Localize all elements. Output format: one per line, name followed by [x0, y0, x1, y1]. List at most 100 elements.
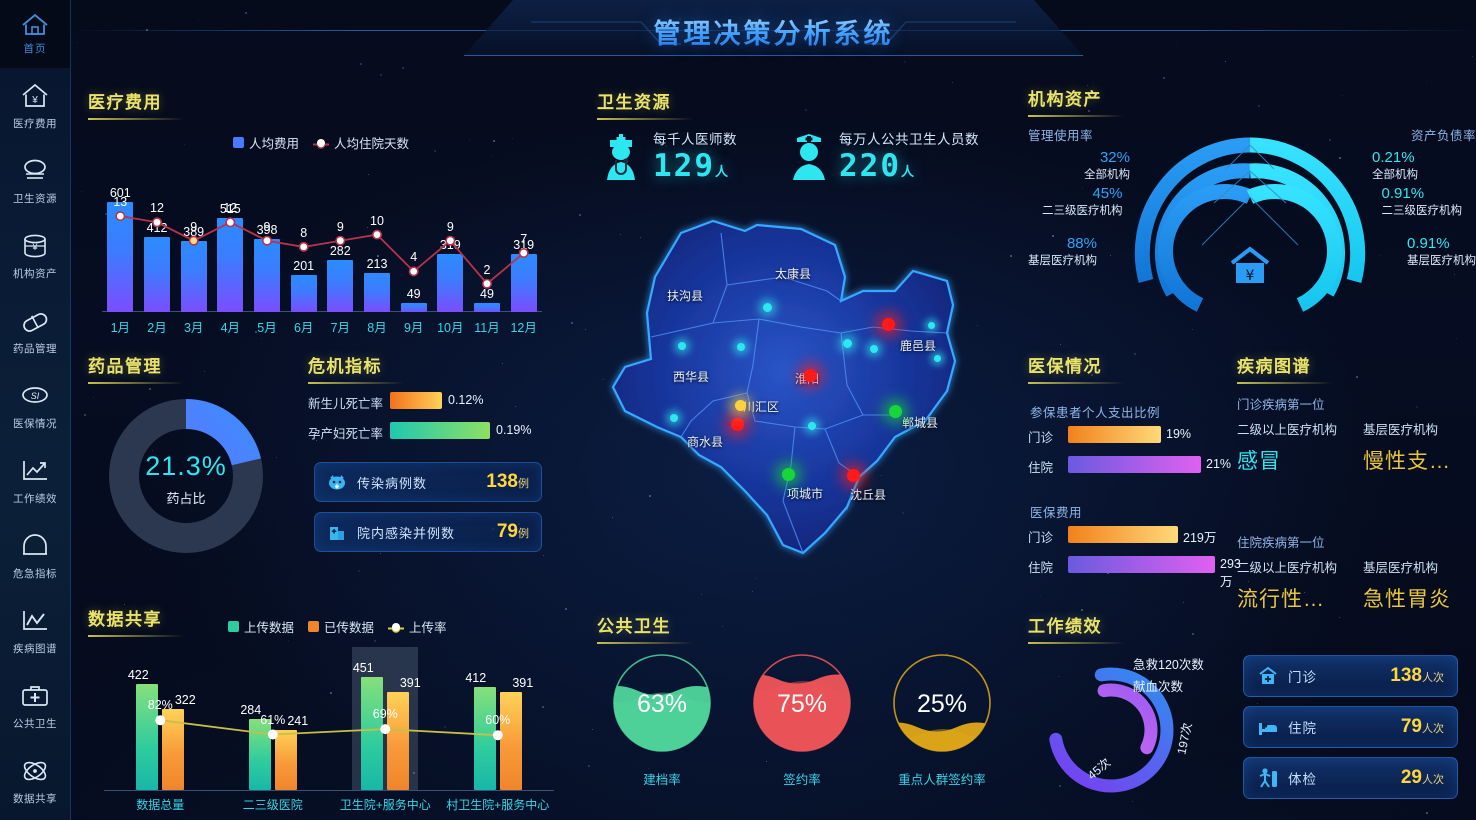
map-region-2[interactable]: 西华县	[673, 368, 709, 385]
title-rule	[88, 382, 184, 384]
legend-item-uploaded: 已传数据	[308, 617, 374, 636]
map-marker-13[interactable]	[934, 355, 941, 362]
map-marker-6[interactable]	[735, 400, 746, 411]
panel-public-health: 公共卫生 63% 建档率	[597, 612, 997, 817]
map-marker-10[interactable]	[843, 339, 852, 348]
map-region-9[interactable]: 沈丘县	[850, 486, 886, 503]
institution-asset-icon: ¥	[19, 231, 51, 261]
sidebar-item-9[interactable]: 数据共享	[0, 743, 70, 818]
map-marker-0[interactable]	[882, 318, 895, 331]
sidebar-item-home[interactable]: 首页	[0, 0, 70, 68]
panel-health-resource: 卫生资源 每千人医师数 129人	[597, 88, 997, 198]
crisis-row-0: 新生儿死亡率 0.12%	[308, 390, 563, 412]
asset-pct: 32%	[1084, 149, 1130, 166]
drug-donut-value: 21.3%	[106, 451, 266, 482]
sidebar-item-8[interactable]: 公共卫生	[0, 668, 70, 743]
panel-performance: 工作绩效 急救120次数 献血次数 197次 45次	[1028, 612, 1238, 817]
bar-row-bar	[1068, 526, 1178, 543]
gauge-caption: 签约率	[747, 769, 857, 788]
line-series	[88, 160, 553, 340]
sidebar-item-label: 数据共享	[13, 791, 57, 806]
map-region-4[interactable]: 鹿邑县	[900, 337, 936, 354]
asset-label: 二三级医疗机构	[1042, 202, 1123, 218]
map-marker-7[interactable]	[763, 303, 772, 312]
insurance-group2-title: 医保费用	[1030, 502, 1082, 521]
sidebar-nav[interactable]: 首页 ¥ 医疗费用 卫生资源 ¥ 机构资产 药品管理 SI 医保情况 工作绩效	[0, 0, 71, 820]
panel-disease: 疾病图谱 门诊疾病第一位 二级以上医疗机构 感冒 基层医疗机构 慢性支… 住院疾…	[1237, 352, 1476, 592]
kpi-pill-label: 体检	[1288, 768, 1317, 788]
dashboard-root: 首页 ¥ 医疗费用 卫生资源 ¥ 机构资产 药品管理 SI 医保情况 工作绩效	[0, 0, 1476, 820]
house-yuan-icon: ¥	[1232, 249, 1268, 284]
map-marker-5[interactable]	[782, 468, 795, 481]
asset-left-item-1: 45% 二三级医疗机构	[1042, 185, 1123, 218]
map-region-6[interactable]: 商水县	[687, 433, 723, 450]
map-marker-9[interactable]	[737, 343, 745, 351]
bar-row-value: 19%	[1166, 427, 1191, 441]
kpi-pill-1[interactable]: 住院 79人次	[1243, 706, 1458, 748]
sidebar-item-label: 药品管理	[13, 341, 57, 356]
kpi-pill-0[interactable]: 门诊 138人次	[1243, 655, 1458, 697]
crisis-box-infectious[interactable]: 传染病例数 138例	[314, 462, 542, 502]
svg-text:SI: SI	[31, 391, 40, 401]
svg-text:63%: 63%	[637, 690, 687, 718]
disease-col-0: 二级以上医疗机构 流行性…	[1237, 557, 1349, 613]
rate-line-series	[88, 641, 578, 816]
sidebar-item-5[interactable]: 工作绩效	[0, 443, 70, 518]
sidebar-item-0[interactable]: ¥ 医疗费用	[0, 68, 70, 143]
sidebar-item-1[interactable]: 卫生资源	[0, 143, 70, 218]
nurse-icon	[787, 130, 831, 182]
kpi-pill-2[interactable]: 体检 29人次	[1243, 757, 1458, 799]
data-share-icon	[19, 756, 51, 786]
map-marker-8[interactable]	[678, 342, 686, 350]
public-health-icon	[19, 681, 51, 711]
crisis-title: 危机指标	[308, 352, 563, 377]
line-value: 9	[436, 220, 464, 234]
legend-label: 人均费用	[249, 133, 299, 152]
region-map[interactable]: 扶沟县太康县西华县淮阳鹿邑县川汇区商水县郸城县项城市沈丘县	[595, 215, 995, 615]
sidebar-item-3[interactable]: 药品管理	[0, 293, 70, 368]
public-health-title: 公共卫生	[597, 612, 997, 637]
asset-pct: 45%	[1042, 185, 1123, 202]
map-marker-15[interactable]	[808, 422, 816, 430]
panel-crisis: 危机指标 新生儿死亡率 0.12% 孕产妇死亡率 0.19% 传染病例数 138…	[308, 352, 563, 567]
crisis-box-value: 79例	[497, 521, 529, 543]
crisis-box-nosocomial[interactable]: 院内感染并例数 79例	[314, 512, 542, 552]
line-value: 9	[180, 220, 208, 234]
performance-title: 工作绩效	[1028, 612, 1238, 637]
sidebar-item-6[interactable]: 危急指标	[0, 518, 70, 593]
medical-cost-title: 医疗费用	[88, 88, 558, 113]
bed-icon	[1257, 716, 1279, 738]
legend-label: 人均住院天数	[334, 133, 409, 152]
map-marker-11[interactable]	[870, 345, 878, 353]
svg-text:¥: ¥	[31, 242, 38, 252]
drug-donut-label: 药占比	[106, 488, 266, 507]
doctor-icon	[597, 130, 645, 182]
map-region-1[interactable]: 太康县	[775, 265, 811, 282]
map-marker-3[interactable]	[847, 469, 860, 482]
map-marker-14[interactable]	[670, 414, 678, 422]
map-region-5[interactable]: 川汇区	[743, 398, 779, 415]
sidebar-item-4[interactable]: SI 医保情况	[0, 368, 70, 443]
sidebar-item-2[interactable]: ¥ 机构资产	[0, 218, 70, 293]
legend-label: 上传率	[409, 617, 447, 636]
page-title: 管理决策分析系统	[654, 12, 894, 51]
crisis-box-label: 院内感染并例数	[357, 523, 455, 542]
legend-item-rate: 上传率	[388, 617, 447, 636]
map-marker-1[interactable]	[804, 369, 817, 382]
insurance-title: 医保情况	[1028, 352, 1238, 377]
disease-heading: 住院疾病第一位	[1237, 532, 1476, 551]
sidebar-item-7[interactable]: 疾病图谱	[0, 593, 70, 668]
disease-sub: 二级以上医疗机构	[1237, 419, 1349, 438]
map-region-0[interactable]: 扶沟县	[667, 287, 703, 304]
sidebar-item-label: 公共卫生	[13, 716, 57, 731]
map-marker-12[interactable]	[928, 322, 935, 329]
disease-value: 急性胃炎	[1363, 583, 1475, 613]
asset-right-item-0: 0.21% 全部机构	[1372, 149, 1418, 182]
map-region-7[interactable]: 郸城县	[902, 414, 938, 431]
asset-pct: 0.21%	[1372, 149, 1418, 166]
map-marker-4[interactable]	[889, 405, 902, 418]
title-rule	[597, 642, 693, 644]
map-region-8[interactable]: 项城市	[787, 485, 823, 502]
map-marker-2[interactable]	[731, 418, 744, 431]
stat-caption: 每千人医师数	[653, 128, 737, 148]
